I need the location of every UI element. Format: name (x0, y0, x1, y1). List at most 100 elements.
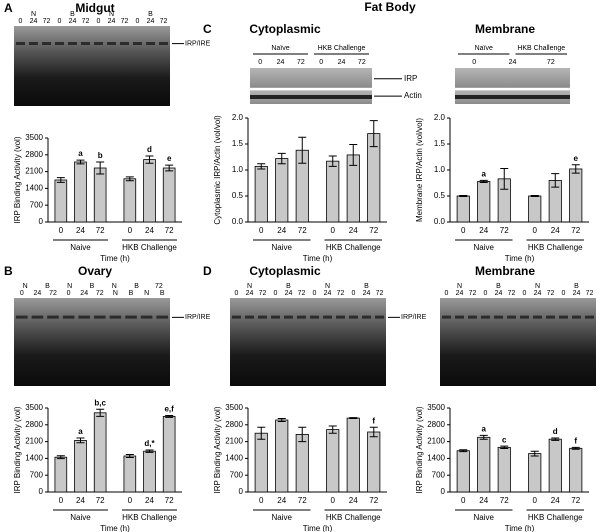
y-tick-label: 2.0 (232, 113, 244, 122)
error-bar (459, 449, 468, 453)
gel-band (81, 42, 90, 45)
significance-label: f (372, 416, 375, 425)
panel-letter: D (203, 264, 212, 278)
gel-band (546, 315, 555, 319)
error-bar (56, 177, 65, 183)
lane-time-label: 24 (147, 18, 155, 25)
gel-band (284, 315, 293, 319)
lane-group-label: B (574, 283, 579, 290)
lane-group-label: B (364, 283, 369, 290)
y-tick-label: 2100 (25, 437, 43, 446)
lane-time-label: 24 (34, 290, 42, 297)
gel-image (230, 298, 386, 386)
y-tick-label: 2800 (25, 420, 43, 429)
panel-letter: C (203, 22, 212, 36)
condition-label: HKB Challenge (318, 45, 366, 52)
error-bar (328, 155, 337, 167)
bar (93, 167, 107, 223)
bar (456, 195, 470, 223)
lane-time-label: 24 (246, 290, 254, 297)
panel-title: Midgut (75, 1, 114, 15)
bar (162, 167, 176, 223)
lane-time-label: 0 (319, 59, 323, 66)
lane-group-label: N (247, 283, 252, 290)
error-bar (145, 449, 154, 453)
lane-time-label: 24 (69, 18, 77, 25)
y-tick-label: 3500 (25, 133, 43, 142)
group-label: Naive (70, 243, 91, 252)
x-tick-label: 72 (500, 226, 509, 235)
blot-image (455, 68, 570, 88)
error-bar (349, 417, 358, 420)
blot-image (250, 68, 372, 88)
x-tick-label: 0 (128, 226, 133, 235)
x-tick-label: 0 (533, 226, 538, 235)
y-tick-label: 2800 (25, 150, 43, 159)
gel-band (572, 315, 581, 319)
x-tick-label: 72 (96, 496, 105, 505)
gel-band (323, 315, 332, 319)
lane-group-label: N (109, 11, 114, 18)
gel-band (349, 315, 358, 319)
bar (123, 178, 137, 223)
panel-title: Membrane (475, 22, 535, 36)
gel-band (125, 315, 137, 319)
error-bar (500, 445, 509, 450)
gel-band (156, 315, 168, 319)
gel-band (31, 315, 44, 319)
bar (143, 159, 156, 223)
x-tick-label: 24 (551, 496, 560, 505)
error-bar (571, 446, 580, 450)
condition-label: HKB Challenge (517, 45, 565, 52)
bar (367, 431, 381, 493)
lane-time-label: 72 (547, 59, 555, 66)
lane-group-label: B (45, 283, 50, 290)
error-bar (165, 414, 174, 418)
error-bar (479, 179, 488, 183)
group-label: HKB Challenge (122, 513, 177, 522)
y-tick-label: 1.0 (434, 165, 446, 174)
bar (74, 439, 87, 493)
y-tick-label: 0.5 (434, 191, 446, 200)
lane-time-label: 24 (108, 18, 116, 25)
significance-label: b,c (94, 398, 106, 407)
significance-label: d (553, 427, 558, 436)
x-tick-label: 24 (145, 226, 154, 235)
lane-time-label: 24 (285, 290, 293, 297)
error-bar (165, 164, 174, 172)
gel-band (109, 315, 122, 319)
bar (456, 450, 470, 493)
y-tick-label: 0.0 (232, 217, 244, 226)
error-bar (125, 454, 134, 458)
x-tick-label: 0 (331, 226, 336, 235)
error-bar (530, 194, 539, 198)
gel-band (442, 315, 451, 319)
error-bar (257, 426, 266, 440)
significance-label: e,f (164, 405, 174, 414)
gel-band (47, 315, 59, 319)
error-bar (500, 167, 509, 190)
y-tick-label: 1400 (25, 184, 43, 193)
bar (326, 429, 340, 493)
y-tick-label: 2800 (427, 420, 445, 429)
significance-label: e (574, 154, 579, 163)
significance-label: a (78, 149, 83, 158)
gel-band (507, 315, 516, 319)
lane-time-label: 72 (121, 18, 129, 25)
y-tick-label: 1.0 (232, 165, 244, 174)
bar (295, 433, 309, 493)
gel-band (140, 315, 153, 319)
lane-group-label: N (31, 11, 36, 18)
lane-time-label: 0 (445, 290, 449, 297)
panel-title: Ovary (78, 264, 112, 278)
group-label: HKB Challenge (122, 243, 177, 252)
x-tick-label: 72 (96, 226, 105, 235)
gel-band (62, 315, 75, 319)
error-bar (145, 155, 154, 164)
lane-time-label: 72 (298, 290, 306, 297)
error-bar (298, 426, 307, 443)
y-tick-label: 0 (441, 487, 446, 496)
error-bar (349, 144, 358, 166)
